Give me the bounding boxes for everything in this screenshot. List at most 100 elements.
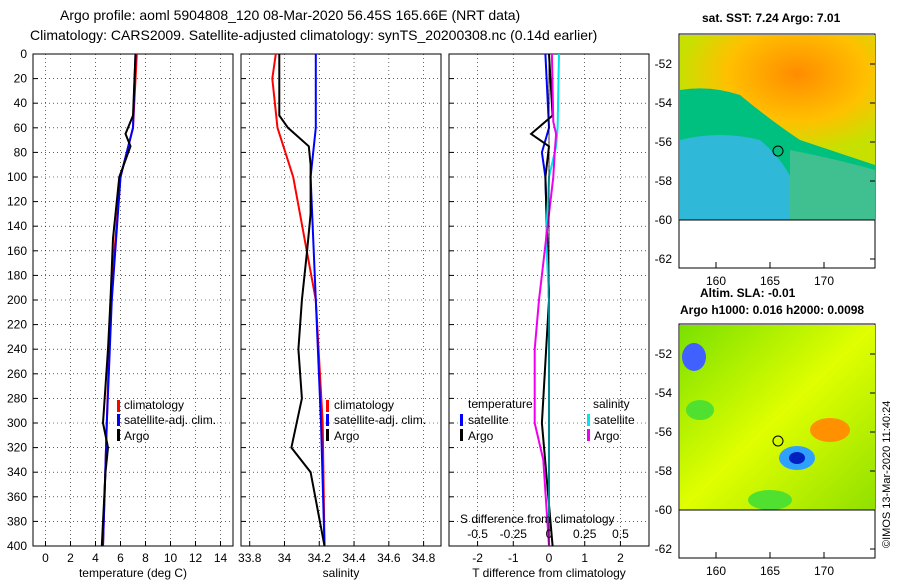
map-x-label: 165 — [760, 564, 780, 578]
sst-warm-region — [680, 35, 875, 165]
salinity-panel: 33.8 34 34.2 34.4 34.6 34.8 salinity — [238, 53, 442, 580]
y-tick-label: 180 — [7, 268, 27, 282]
legend-swatch-clim — [117, 400, 120, 412]
map-y-label: -52 — [655, 57, 673, 71]
x-tick-label: 33.8 — [238, 551, 262, 565]
map-y-label: -54 — [655, 96, 673, 110]
x-tick-label: 14 — [214, 551, 228, 565]
sla-title2: Argo h1000: 0.016 h2000: 0.0098 — [680, 303, 864, 317]
legend-sal-sat: satellite — [594, 413, 635, 427]
map-x-label: 170 — [814, 274, 834, 288]
x-tick-label: 10 — [164, 551, 178, 565]
legend-sal-title: salinity — [593, 397, 630, 411]
legend-swatch-clim — [326, 400, 329, 412]
x-tick-label: 0 — [42, 551, 49, 565]
sla-low-west — [682, 343, 706, 371]
x-tick-label: -1 — [508, 551, 519, 565]
y-tick-label: 340 — [7, 465, 27, 479]
x-tick-label: 2 — [617, 551, 624, 565]
map-y-label: -60 — [655, 503, 673, 517]
x-tick-label: 34.6 — [377, 551, 401, 565]
series-line — [100, 53, 137, 547]
x-tick-label: 12 — [189, 551, 203, 565]
x-axis-label: T difference from climatology — [472, 566, 626, 580]
title-line1: Argo profile: aoml 5904808_120 08-Mar-20… — [60, 7, 520, 23]
map-y-label: -52 — [655, 347, 673, 361]
x-tick-label: 0 — [546, 551, 553, 565]
x-tick-label: 4 — [92, 551, 99, 565]
y-tick-label: 260 — [7, 367, 27, 381]
legend-swatch — [460, 429, 463, 441]
y-tick-label: 280 — [7, 391, 27, 405]
sst-land-mask — [678, 219, 876, 269]
legend-sat: satellite-adj. clim. — [334, 413, 426, 427]
series-line — [271, 53, 326, 547]
sst-axes: 160 165 170 -52 -54 -56 -58 -60 -62 — [655, 57, 875, 288]
legend-swatch-argo — [326, 429, 329, 441]
map-y-label: -58 — [655, 464, 673, 478]
y-tick-label: 220 — [7, 318, 27, 332]
y-tick-label: 20 — [14, 72, 28, 86]
y-tick-label: 80 — [14, 145, 28, 159]
legend-temp-sat: satellite — [468, 413, 509, 427]
sst-map — [678, 33, 876, 269]
series-line — [278, 54, 326, 547]
sla-axes: 160 165 170 -52 -54 -56 -58 -60 -62 — [655, 347, 875, 578]
legend-sat: satellite-adj. clim. — [124, 413, 216, 427]
sla-base — [680, 325, 875, 510]
series-line — [309, 54, 326, 547]
x-axis-label: salinity — [323, 566, 360, 580]
y-tick-label: 380 — [7, 514, 27, 528]
legend-swatch — [587, 414, 590, 426]
x-tick-label: 34 — [278, 551, 292, 565]
legend-temp-title: temperature — [468, 397, 533, 411]
x-tick-label: 1 — [581, 551, 588, 565]
y-tick-label: 300 — [7, 416, 27, 430]
map-y-label: -54 — [655, 386, 673, 400]
y-tick-label: 120 — [7, 195, 27, 209]
map-x-label: 170 — [814, 564, 834, 578]
x-tick-label: -2 — [472, 551, 483, 565]
map-y-label: -56 — [655, 425, 673, 439]
y-tick-label: 100 — [7, 170, 27, 184]
sla-patch2 — [748, 490, 792, 510]
sst-cool-region — [680, 135, 800, 220]
y-tick-label: 320 — [7, 441, 27, 455]
top-tick-label: 0.5 — [612, 527, 629, 541]
sal-legend: climatology satellite-adj. clim. Argo — [326, 398, 426, 443]
map-y-label: -58 — [655, 174, 673, 188]
sla-land-mask — [678, 509, 876, 559]
y-tick-label: 40 — [14, 96, 28, 110]
diff-legend: temperature satellite Argo salinity sate… — [460, 397, 635, 443]
legend-swatch-sat — [326, 414, 329, 426]
legend-argo: Argo — [124, 429, 150, 443]
top-tick-label: -0.5 — [467, 527, 488, 541]
y-tick-label: 240 — [7, 342, 27, 356]
y-tick-label: 160 — [7, 244, 27, 258]
sst-title: sat. SST: 7.24 Argo: 7.01 — [702, 11, 841, 25]
y-tick-label: 200 — [7, 293, 27, 307]
legend-argo: Argo — [334, 429, 360, 443]
top-tick-label: -0.25 — [500, 527, 528, 541]
legend-swatch-argo — [117, 429, 120, 441]
legend-swatch — [460, 414, 463, 426]
legend-swatch-sat — [117, 414, 120, 426]
sla-map — [678, 323, 876, 559]
legend-swatch — [587, 429, 590, 441]
sla-low-core — [789, 452, 805, 464]
x-tick-label: 34.8 — [412, 551, 436, 565]
map-y-label: -62 — [655, 542, 673, 556]
s-diff-label: S difference from climatology — [460, 512, 615, 526]
map-y-label: -60 — [655, 213, 673, 227]
legend-sal-argo: Argo — [594, 429, 620, 443]
x-tick-label: 34.2 — [308, 551, 332, 565]
argo-marker-sla — [772, 435, 784, 447]
x-tick-label: 34.4 — [342, 551, 366, 565]
argo-marker-sst — [772, 145, 784, 157]
x-tick-label: 6 — [117, 551, 124, 565]
credit: ©IMOS 13-Mar-2020 11:40:24 — [881, 401, 893, 548]
y-tick-label: 140 — [7, 219, 27, 233]
map-x-label: 160 — [706, 564, 726, 578]
y-tick-label: 0 — [20, 47, 27, 61]
